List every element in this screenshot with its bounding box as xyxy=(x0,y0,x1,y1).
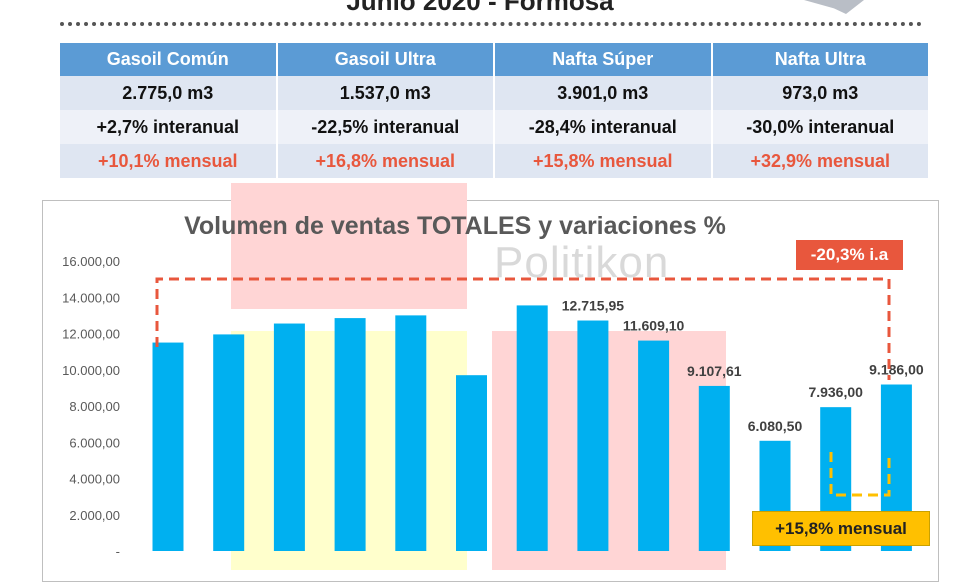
table-row-volume: 2.775,0 m3 1.537,0 m3 3.901,0 m3 973,0 m… xyxy=(60,76,930,110)
interanual-cell: -22,5% interanual xyxy=(277,110,495,144)
data-label: 7.936,00 xyxy=(808,384,863,400)
data-label: 9.107,61 xyxy=(687,363,742,379)
y-tick-label: 14.000,00 xyxy=(62,290,120,305)
bar xyxy=(698,385,730,551)
mensual-cell: +15,8% mensual xyxy=(495,144,713,178)
data-label: 6.080,50 xyxy=(748,418,803,434)
bar xyxy=(638,340,670,551)
volume-cell: 973,0 m3 xyxy=(712,76,930,110)
interanual-cell: -28,4% interanual xyxy=(495,110,713,144)
data-label: 9.186,00 xyxy=(869,362,924,378)
bar xyxy=(213,334,245,551)
header-nafta-super: Nafta Súper xyxy=(495,43,713,76)
volume-cell: 2.775,0 m3 xyxy=(60,76,278,110)
mensual-dashed-line xyxy=(829,452,891,497)
chart-title: Volumen de ventas TOTALES y variaciones … xyxy=(184,212,726,240)
title-divider xyxy=(60,22,922,26)
highlight-band-red-top xyxy=(231,183,467,309)
mensual-cell: +16,8% mensual xyxy=(277,144,495,178)
bar xyxy=(152,342,184,551)
annotation-lines xyxy=(155,277,891,497)
bar xyxy=(456,375,487,551)
table-header-row: Gasoil Común Gasoil Ultra Nafta Súper Na… xyxy=(60,43,930,76)
volume-cell: 3.901,0 m3 xyxy=(495,76,713,110)
data-label: 11.609,10 xyxy=(623,318,685,334)
header-gasoil-comun: Gasoil Común xyxy=(60,43,278,76)
interanual-badge: -20,3% i.a xyxy=(796,240,903,270)
interanual-cell: +2,7% interanual xyxy=(60,110,278,144)
mensual-cell: +10,1% mensual xyxy=(60,144,278,178)
y-tick-label: 10.000,00 xyxy=(62,363,120,378)
bar-chart: - 2.000,00 4.000,00 6.000,00 8.000,00 10.000,… xyxy=(62,254,924,559)
fuel-summary-table: Gasoil Común Gasoil Ultra Nafta Súper Na… xyxy=(60,43,930,178)
bar xyxy=(395,315,427,551)
data-label: 12.715,95 xyxy=(562,298,624,314)
bar xyxy=(577,320,609,551)
title-area: Junio 2020 - Formosa xyxy=(0,0,960,22)
y-tick-label: - xyxy=(116,544,120,559)
table-row-interanual: +2,7% interanual -22,5% interanual -28,4… xyxy=(60,110,930,144)
mensual-badge: +15,8% mensual xyxy=(752,511,930,546)
bar xyxy=(516,305,548,551)
y-tick-label: 16.000,00 xyxy=(62,254,120,269)
table-row-mensual: +10,1% mensual +16,8% mensual +15,8% men… xyxy=(60,144,930,178)
interanual-dashed-line xyxy=(155,277,891,380)
header-nafta-ultra: Nafta Ultra xyxy=(712,43,930,76)
y-tick-label: 4.000,00 xyxy=(69,472,120,487)
y-tick-label: 8.000,00 xyxy=(69,399,120,414)
bar xyxy=(334,318,366,551)
interanual-cell: -30,0% interanual xyxy=(712,110,930,144)
mensual-cell: +32,9% mensual xyxy=(712,144,930,178)
page-title: Junio 2020 - Formosa xyxy=(346,0,614,16)
bar xyxy=(273,323,305,551)
volume-cell: 1.537,0 m3 xyxy=(277,76,495,110)
header-gasoil-ultra: Gasoil Ultra xyxy=(277,43,495,76)
y-tick-label: 2.000,00 xyxy=(69,508,120,523)
y-tick-label: 12.000,00 xyxy=(62,327,120,342)
y-tick-label: 6.000,00 xyxy=(69,435,120,450)
